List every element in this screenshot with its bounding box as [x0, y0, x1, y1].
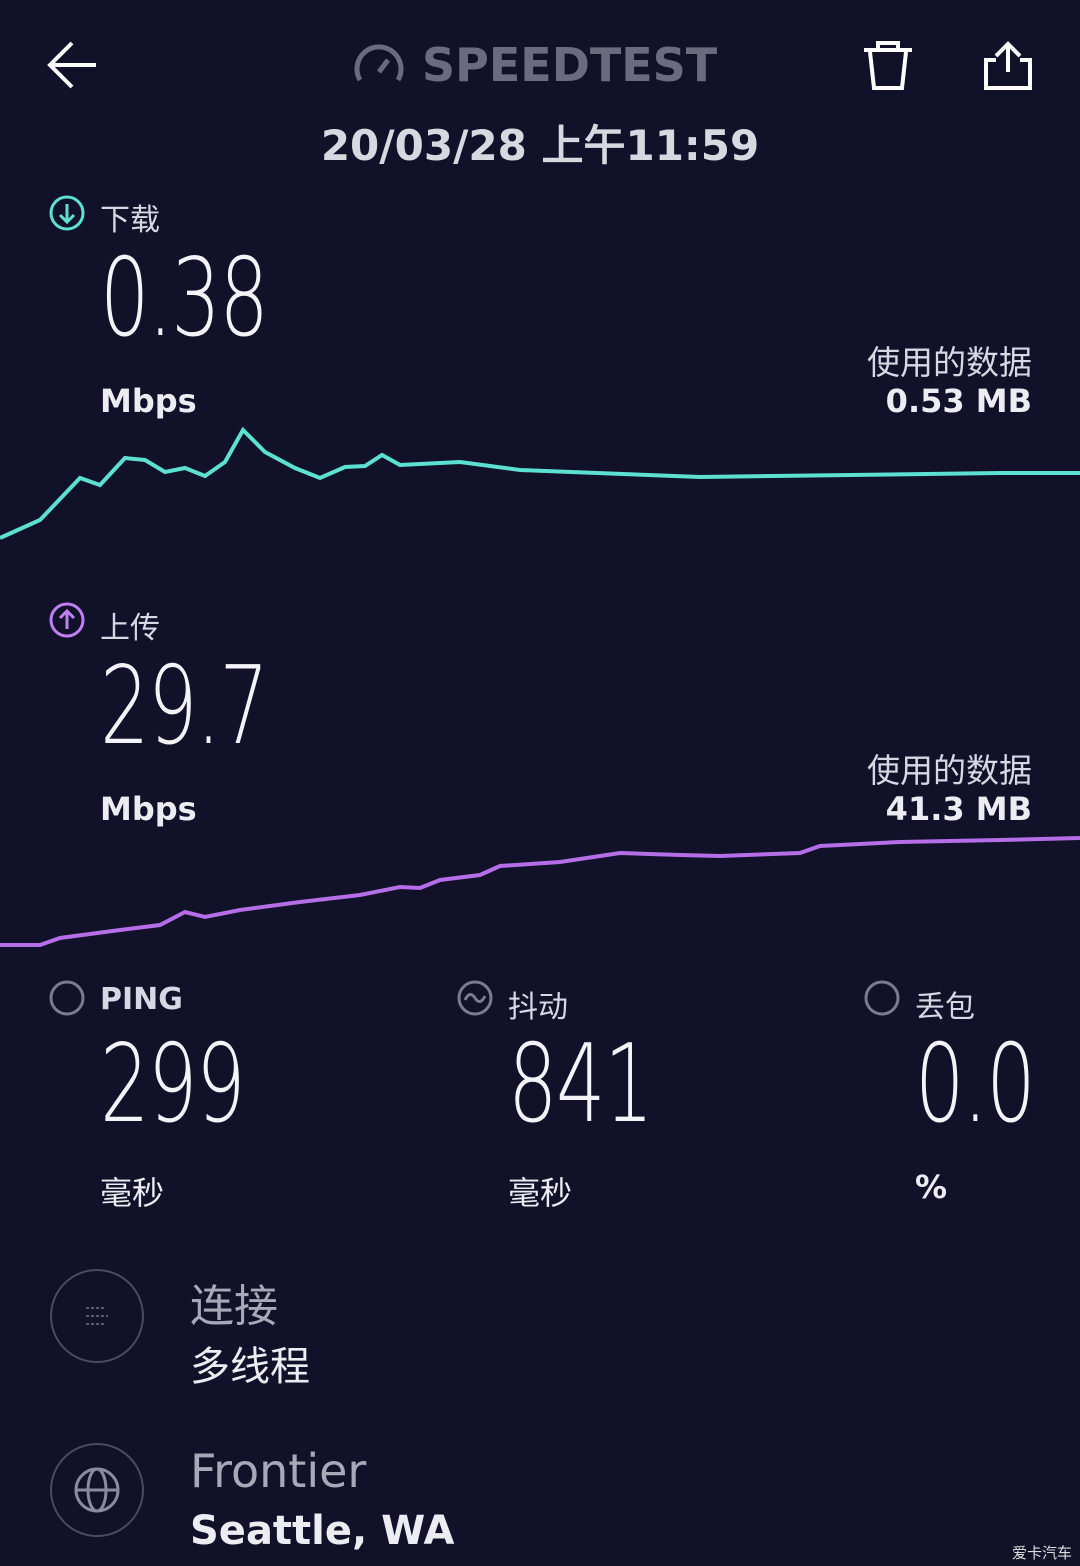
download-graph	[0, 426, 1080, 540]
back-icon[interactable]	[47, 41, 96, 89]
timestamp: 20/03/28 上午11:59	[320, 121, 760, 170]
upload-icon	[49, 602, 85, 638]
download-icon	[49, 195, 85, 231]
metric-value: 0.0	[915, 1022, 1036, 1147]
upload-arrow	[58, 608, 76, 629]
download-value: 0.38	[100, 236, 269, 361]
connection-value: 多线程	[190, 1344, 310, 1390]
delete-icon[interactable]	[864, 41, 912, 90]
connection-icon	[50, 1269, 144, 1363]
upload-value: 29.7	[100, 644, 269, 769]
download-label: 下载	[100, 203, 160, 238]
download-arrow	[58, 204, 76, 225]
app-title: SPEEDTEST	[422, 38, 718, 92]
upload-data-label: 使用的数据	[867, 751, 1032, 790]
metric-unit: 毫秒	[100, 1174, 165, 1212]
gauge-needle	[377, 58, 390, 74]
upload-label: 上传	[100, 611, 160, 646]
share-icon[interactable]	[984, 41, 1032, 90]
metric-label: 丢包	[915, 990, 975, 1025]
upload-data-used: 41.3 MB	[885, 790, 1032, 828]
server-location[interactable]: Seattle, WA	[190, 1508, 455, 1554]
server-icon	[50, 1443, 144, 1537]
metric-value: 299	[100, 1022, 246, 1147]
download-data-used: 0.53 MB	[885, 382, 1032, 420]
connection-lines	[86, 1307, 108, 1325]
metric-unit: %	[915, 1168, 948, 1206]
loss-icon	[864, 980, 900, 1016]
metric-label: PING	[100, 982, 183, 1017]
metric-unit: 毫秒	[508, 1174, 573, 1212]
watermark: 爱卡汽车	[1011, 1544, 1072, 1562]
download-unit: Mbps	[100, 382, 197, 420]
ping-icon	[49, 980, 85, 1016]
server-provider[interactable]: Frontier	[190, 1444, 367, 1498]
upload-graph	[0, 836, 1080, 947]
upload-unit: Mbps	[100, 790, 197, 828]
globe-icon	[74, 1467, 120, 1513]
metric-value: 841	[508, 1022, 654, 1147]
jitter-wave	[463, 993, 487, 1003]
connection-label: 连接	[190, 1281, 278, 1332]
jitter-icon	[457, 980, 493, 1016]
metric-label: 抖动	[508, 990, 568, 1025]
gauge-icon	[354, 44, 404, 82]
download-data-label: 使用的数据	[867, 343, 1032, 382]
